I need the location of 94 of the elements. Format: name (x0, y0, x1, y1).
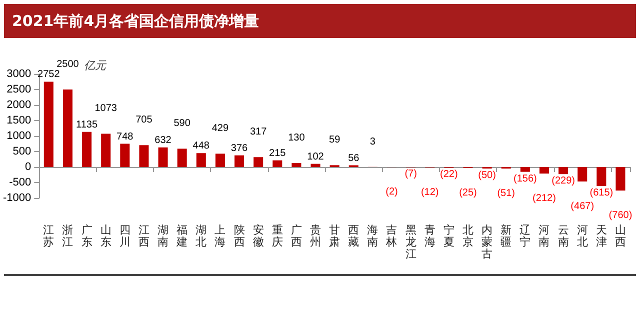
bar (215, 154, 225, 167)
data-label: (615) (590, 188, 614, 199)
x-tick-label: 陕西 (234, 224, 245, 248)
x-tick-label: 福建 (176, 224, 188, 248)
x-tick-label: 贵州 (310, 224, 322, 248)
x-tick-label: 山东 (100, 224, 112, 248)
chart-title: 2021年前4月各省国企信用债净增量 (4, 4, 636, 38)
data-label: (51) (497, 188, 516, 200)
bar (616, 167, 626, 191)
data-label: 590 (174, 118, 191, 130)
bar (177, 148, 187, 167)
bar (120, 144, 130, 167)
data-label: (212) (532, 193, 556, 204)
x-tick-label: 宁夏 (443, 224, 454, 248)
data-label: 317 (250, 126, 268, 138)
bar (196, 153, 206, 167)
bar (310, 164, 320, 167)
text: 亿元 (84, 59, 107, 72)
bar (292, 162, 302, 167)
x-tick-label: 上海 (214, 224, 226, 248)
data-label: 102 (307, 151, 324, 162)
y-tick-label: 1500 (6, 114, 32, 126)
data-label: 632 (154, 134, 172, 146)
data-label: (156) (513, 173, 537, 184)
x-tick-label: 内蒙古 (482, 224, 493, 260)
y-tick-label: -1000 (2, 192, 32, 204)
x-tick-label: 吉林 (385, 224, 398, 248)
data-label: (12) (420, 186, 439, 198)
data-label: 1073 (94, 103, 118, 114)
y-tick-label: -500 (9, 176, 32, 188)
data-label: (50) (478, 170, 496, 182)
x-tick-label: 江西 (138, 224, 150, 248)
y-tick-label: 500 (12, 146, 32, 158)
x-tick-label: 江苏 (43, 224, 54, 248)
x-tick-label: 浙江 (62, 224, 74, 248)
x-tick-label: 新疆 (500, 224, 512, 248)
bar (101, 134, 111, 167)
data-label: (22) (440, 169, 458, 180)
bar (578, 167, 588, 182)
x-tick-label: 广东 (81, 224, 92, 248)
x-tick-label: 黑龙江 (405, 224, 416, 260)
x-tick-label: 青海 (424, 224, 436, 248)
data-label: 2752 (38, 69, 60, 80)
y-tick-label: 2000 (6, 99, 32, 111)
data-label: (229) (552, 176, 575, 187)
x-tick-label: 湖北 (196, 224, 207, 248)
x-tick-label: 安徽 (252, 224, 264, 248)
data-label: 2500 (56, 59, 80, 70)
data-label: 59 (329, 134, 341, 146)
data-label: 130 (288, 132, 306, 144)
bar (234, 155, 244, 167)
bar (539, 167, 549, 174)
x-tick-label: 海南 (367, 224, 378, 248)
x-tick-label: 河南 (538, 224, 550, 248)
bar (158, 147, 168, 167)
data-label: 376 (230, 142, 248, 154)
x-tick-label: 天津 (596, 224, 607, 248)
data-label: 448 (192, 140, 210, 152)
data-label: 1135 (76, 119, 98, 130)
data-label: (2) (386, 186, 398, 198)
x-tick-label: 四川 (119, 224, 130, 248)
x-tick-label: 辽宁 (520, 224, 531, 248)
bar (272, 160, 282, 167)
bar (520, 167, 530, 172)
data-label: 705 (136, 114, 153, 126)
x-tick-label: 北京 (462, 224, 474, 248)
x-tick-label: 河北 (576, 224, 588, 248)
data-label: 56 (348, 152, 360, 164)
data-label: 748 (116, 131, 134, 142)
x-tick-label: 重庆 (272, 224, 283, 248)
data-label: (25) (459, 187, 477, 198)
x-tick-label: 广西 (290, 224, 302, 248)
x-tick-label: 云南 (558, 224, 569, 248)
bar (44, 82, 54, 167)
y-tick-label: 1000 (6, 130, 32, 142)
x-tick-label: 甘肃 (329, 224, 340, 248)
x-tick-label: 西藏 (348, 224, 360, 248)
bar (558, 167, 568, 174)
bar (254, 157, 264, 167)
data-label: 3 (370, 136, 376, 148)
data-label: (7) (404, 168, 417, 180)
data-label: 429 (212, 123, 229, 134)
y-tick-label: 3000 (6, 68, 32, 80)
data-label: 215 (269, 148, 286, 159)
x-tick-label: 山西 (614, 224, 626, 248)
data-label: (467) (570, 200, 594, 212)
bar (82, 132, 92, 167)
data-label: (760) (608, 210, 632, 222)
x-tick-label: 湖南 (158, 224, 169, 248)
bar (596, 167, 606, 186)
y-tick-label: 2500 (6, 84, 32, 96)
bar (139, 145, 149, 167)
bar (62, 90, 72, 167)
y-tick-label: 0 (25, 161, 32, 173)
